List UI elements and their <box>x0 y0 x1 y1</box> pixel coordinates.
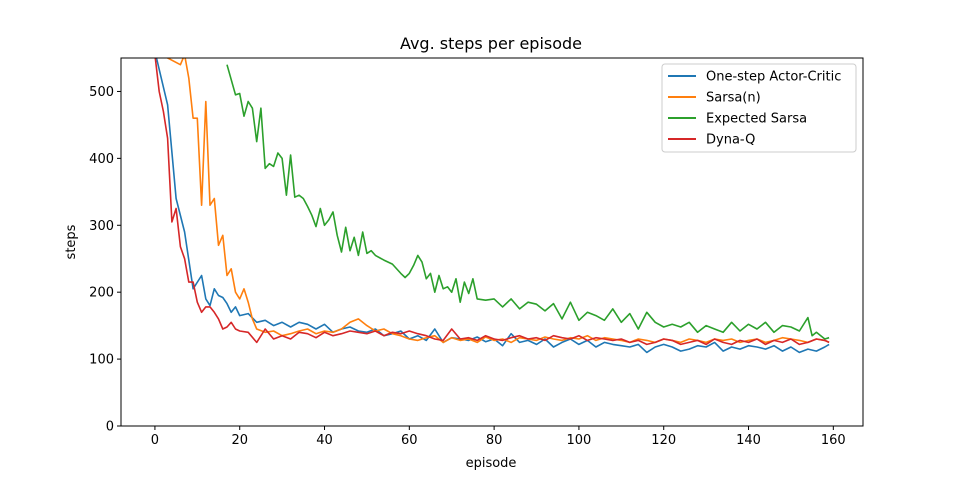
y-tick-label: 0 <box>106 420 114 435</box>
x-axis-label: episode <box>466 456 517 471</box>
legend-label-one-step-actor-critic: One-step Actor-Critic <box>706 70 841 85</box>
y-tick-label: 400 <box>89 152 114 167</box>
x-tick-label: 140 <box>736 433 761 448</box>
x-tick-label: 0 <box>151 433 159 448</box>
x-tick-label: 60 <box>401 433 418 448</box>
y-tick-label: 500 <box>89 85 114 100</box>
x-tick-label: 160 <box>821 433 846 448</box>
series-layer <box>154 58 830 354</box>
y-tick-label: 100 <box>89 353 114 368</box>
x-axis: 0 20 40 60 80 100 120 140 160 <box>151 426 846 448</box>
y-axis-label: steps <box>64 224 79 259</box>
series-line-dyna-q <box>154 58 830 346</box>
x-tick-label: 120 <box>651 433 676 448</box>
series-line-expected-sarsa <box>226 64 830 340</box>
legend-label-sarsa-n: Sarsa(n) <box>706 91 761 106</box>
legend: One-step Actor-Critic Sarsa(n) Expected Sa… <box>661 63 857 153</box>
legend-label-expected-sarsa: Expected Sarsa <box>706 112 807 127</box>
chart-title: Avg. steps per episode <box>400 34 582 53</box>
x-tick-label: 100 <box>567 433 592 448</box>
x-tick-label: 40 <box>316 433 333 448</box>
series-line-one-step-actor-critic <box>155 58 830 354</box>
y-axis: 0 100 200 300 400 500 <box>89 85 121 435</box>
legend-label-dyna-q: Dyna-Q <box>706 133 755 148</box>
series-line-sarsa-n <box>165 58 830 344</box>
y-tick-label: 300 <box>89 219 114 234</box>
legend-box <box>661 63 857 153</box>
plot-frame <box>120 57 864 427</box>
x-tick-label: 20 <box>231 433 248 448</box>
y-tick-label: 200 <box>89 286 114 301</box>
x-tick-label: 80 <box>486 433 503 448</box>
